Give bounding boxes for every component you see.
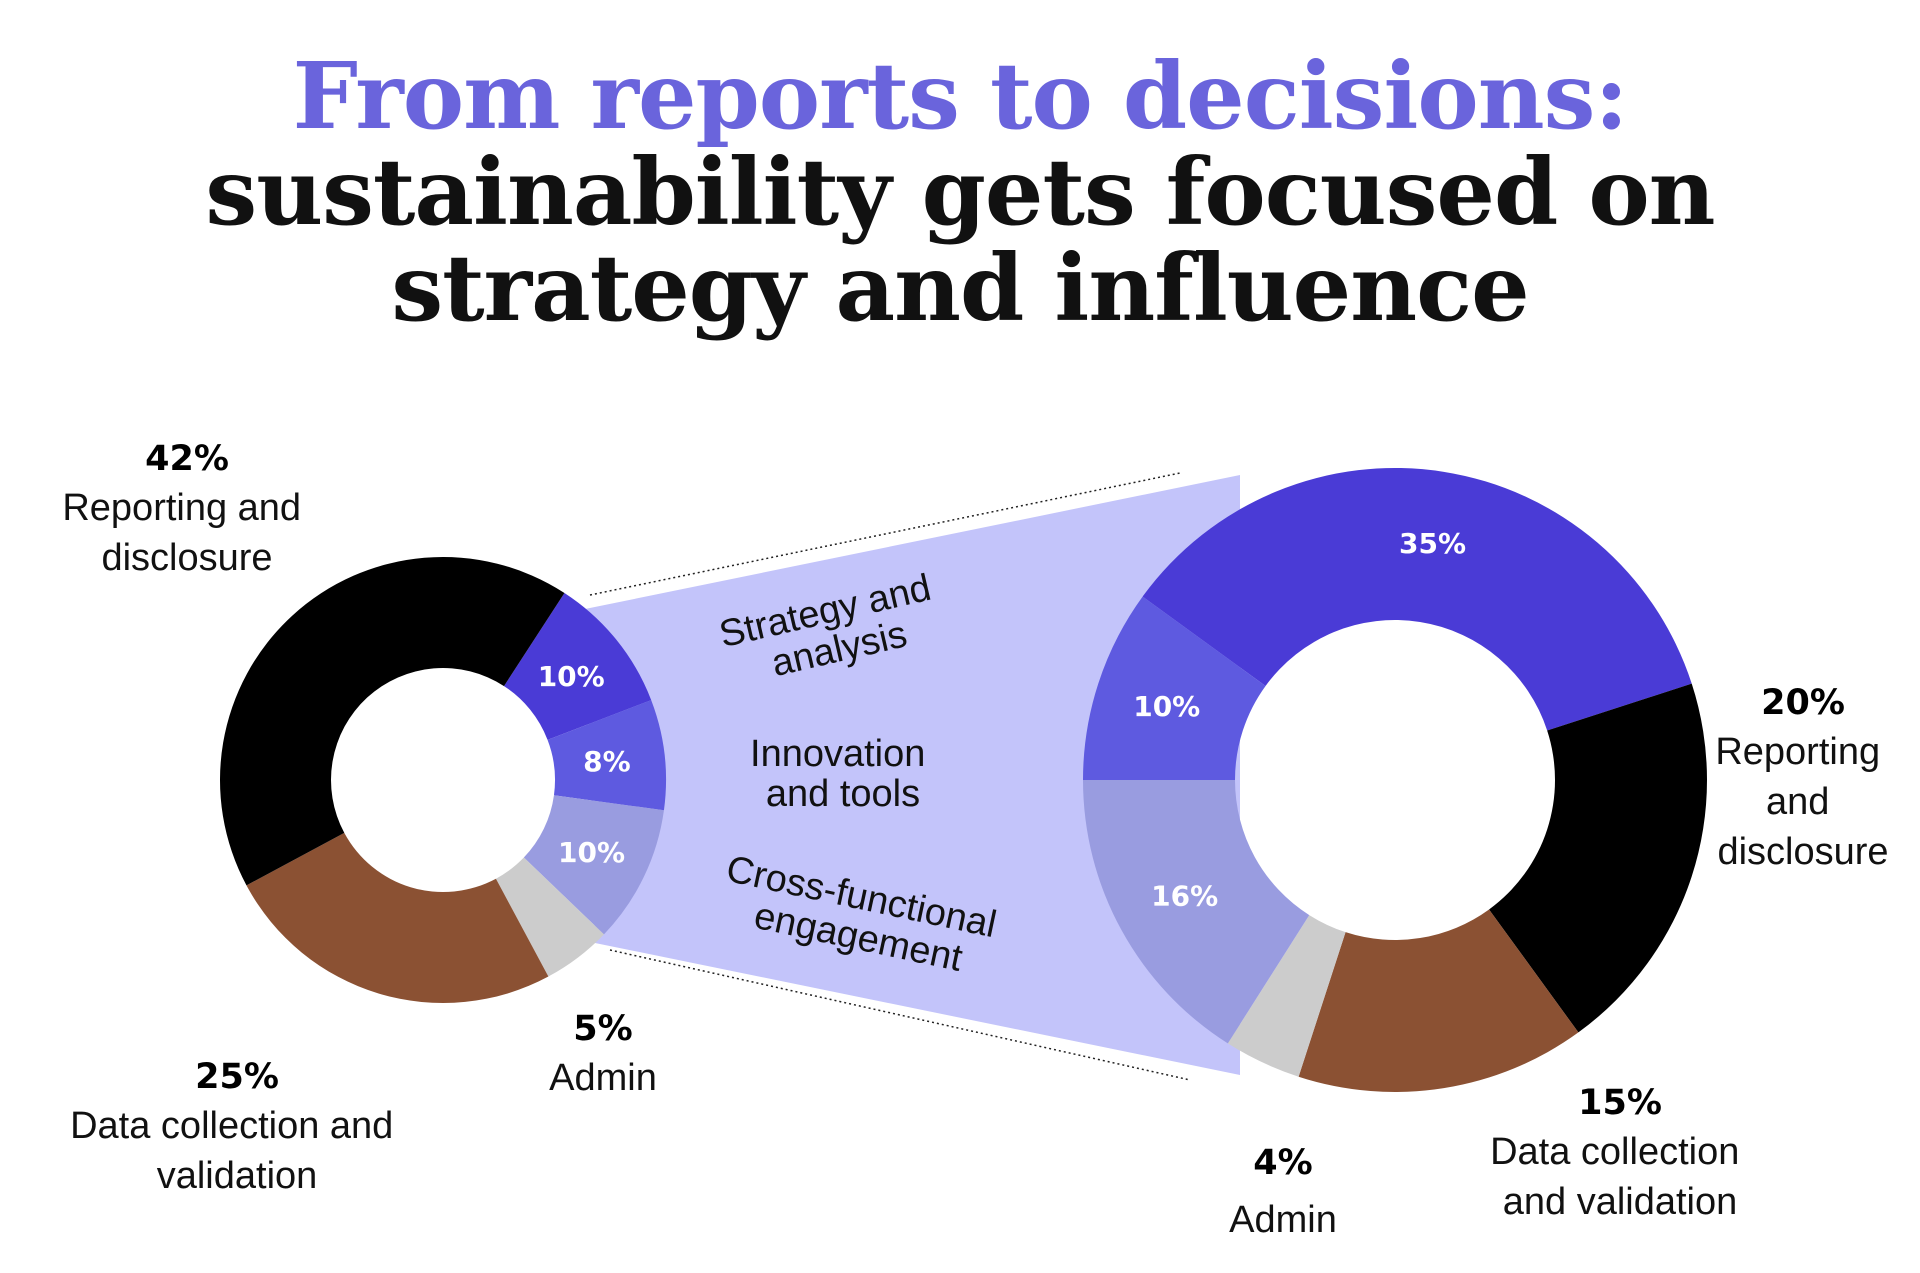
right-annotation-data-pct: 15% <box>1578 1083 1662 1123</box>
title-line-3: strategy and influence <box>391 234 1529 342</box>
band-label-innovation: Innovation and tools <box>750 733 936 815</box>
left-annotation-data-line1: Data collection and <box>70 1105 393 1147</box>
left-annotation-reporting-pct: 42% <box>145 439 229 479</box>
right-annotation-data-line2: and validation <box>1503 1181 1738 1223</box>
before-slice-label-innovation-and-tools: 8% <box>583 745 631 778</box>
right-annotation-reporting-pct: 20% <box>1761 683 1845 723</box>
right-annotation-reporting-label: Reporting and disclosure <box>1715 731 1890 873</box>
band-label-innovation-line2: and tools <box>766 773 920 815</box>
left-annotation-admin-label: Admin <box>549 1057 657 1099</box>
after-slice-label-innovation-and-tools: 10% <box>1133 690 1200 723</box>
title-line-1: From reports to decisions: <box>292 42 1629 150</box>
left-annotation-admin-pct: 5% <box>573 1009 632 1049</box>
after-slice-reporting-and-disclosure <box>1489 683 1707 1033</box>
after-slice-data-collection-and-validation <box>1298 909 1579 1092</box>
donut-before: 10% 8% 10% <box>219 556 667 1004</box>
before-slice-strategy-and-analysis <box>503 592 652 740</box>
band-label-innovation-line1: Innovation <box>750 733 925 775</box>
right-annotation-reporting-line2: and <box>1766 781 1829 823</box>
after-slice-admin <box>1227 915 1346 1077</box>
before-slice-data-collection-and-validation <box>246 832 549 1004</box>
left-annotation-data-line2: validation <box>157 1155 318 1197</box>
after-slice-innovation-and-tools <box>1083 596 1266 780</box>
before-slice-admin <box>495 857 604 977</box>
title-line-2: sustainability gets focused on <box>205 138 1715 246</box>
donut-after: 35% 16% 10% <box>1083 468 1707 1092</box>
before-slice-cross-functional-engagement <box>523 795 664 935</box>
left-annotation-reporting-label: Reporting and disclosure <box>62 487 311 579</box>
connector-dotted-line-top <box>589 472 1181 596</box>
connector-dotted-line-bottom <box>609 949 1191 1081</box>
right-annotation-data-label: Data collection and validation <box>1490 1131 1750 1223</box>
connector-band <box>585 475 1240 1075</box>
right-annotation-data-line1: Data collection <box>1490 1131 1739 1173</box>
after-slice-cross-functional-engagement <box>1083 780 1310 1044</box>
before-slice-reporting-and-disclosure <box>219 556 565 886</box>
right-annotation-admin-pct: 4% <box>1253 1143 1312 1183</box>
after-slice-label-strategy-and-analysis: 35% <box>1399 527 1466 560</box>
before-slice-innovation-and-tools <box>547 700 667 811</box>
right-annotation-admin-label: Admin <box>1229 1199 1337 1241</box>
left-annotation-data-label: Data collection and validation <box>70 1105 404 1197</box>
after-slice-strategy-and-analysis <box>1142 468 1692 731</box>
left-annotation-reporting-line2: disclosure <box>101 537 272 579</box>
left-annotation-data-pct: 25% <box>195 1057 279 1097</box>
left-annotation-reporting-line1: Reporting and <box>62 487 301 529</box>
before-slice-label-cross-functional-engagement: 10% <box>558 836 625 869</box>
before-slice-label-strategy-and-analysis: 10% <box>538 660 605 693</box>
right-annotation-reporting-line1: Reporting <box>1715 731 1880 773</box>
right-annotation-reporting-line3: disclosure <box>1717 831 1888 873</box>
after-slice-label-cross-functional-engagement: 16% <box>1151 880 1218 913</box>
